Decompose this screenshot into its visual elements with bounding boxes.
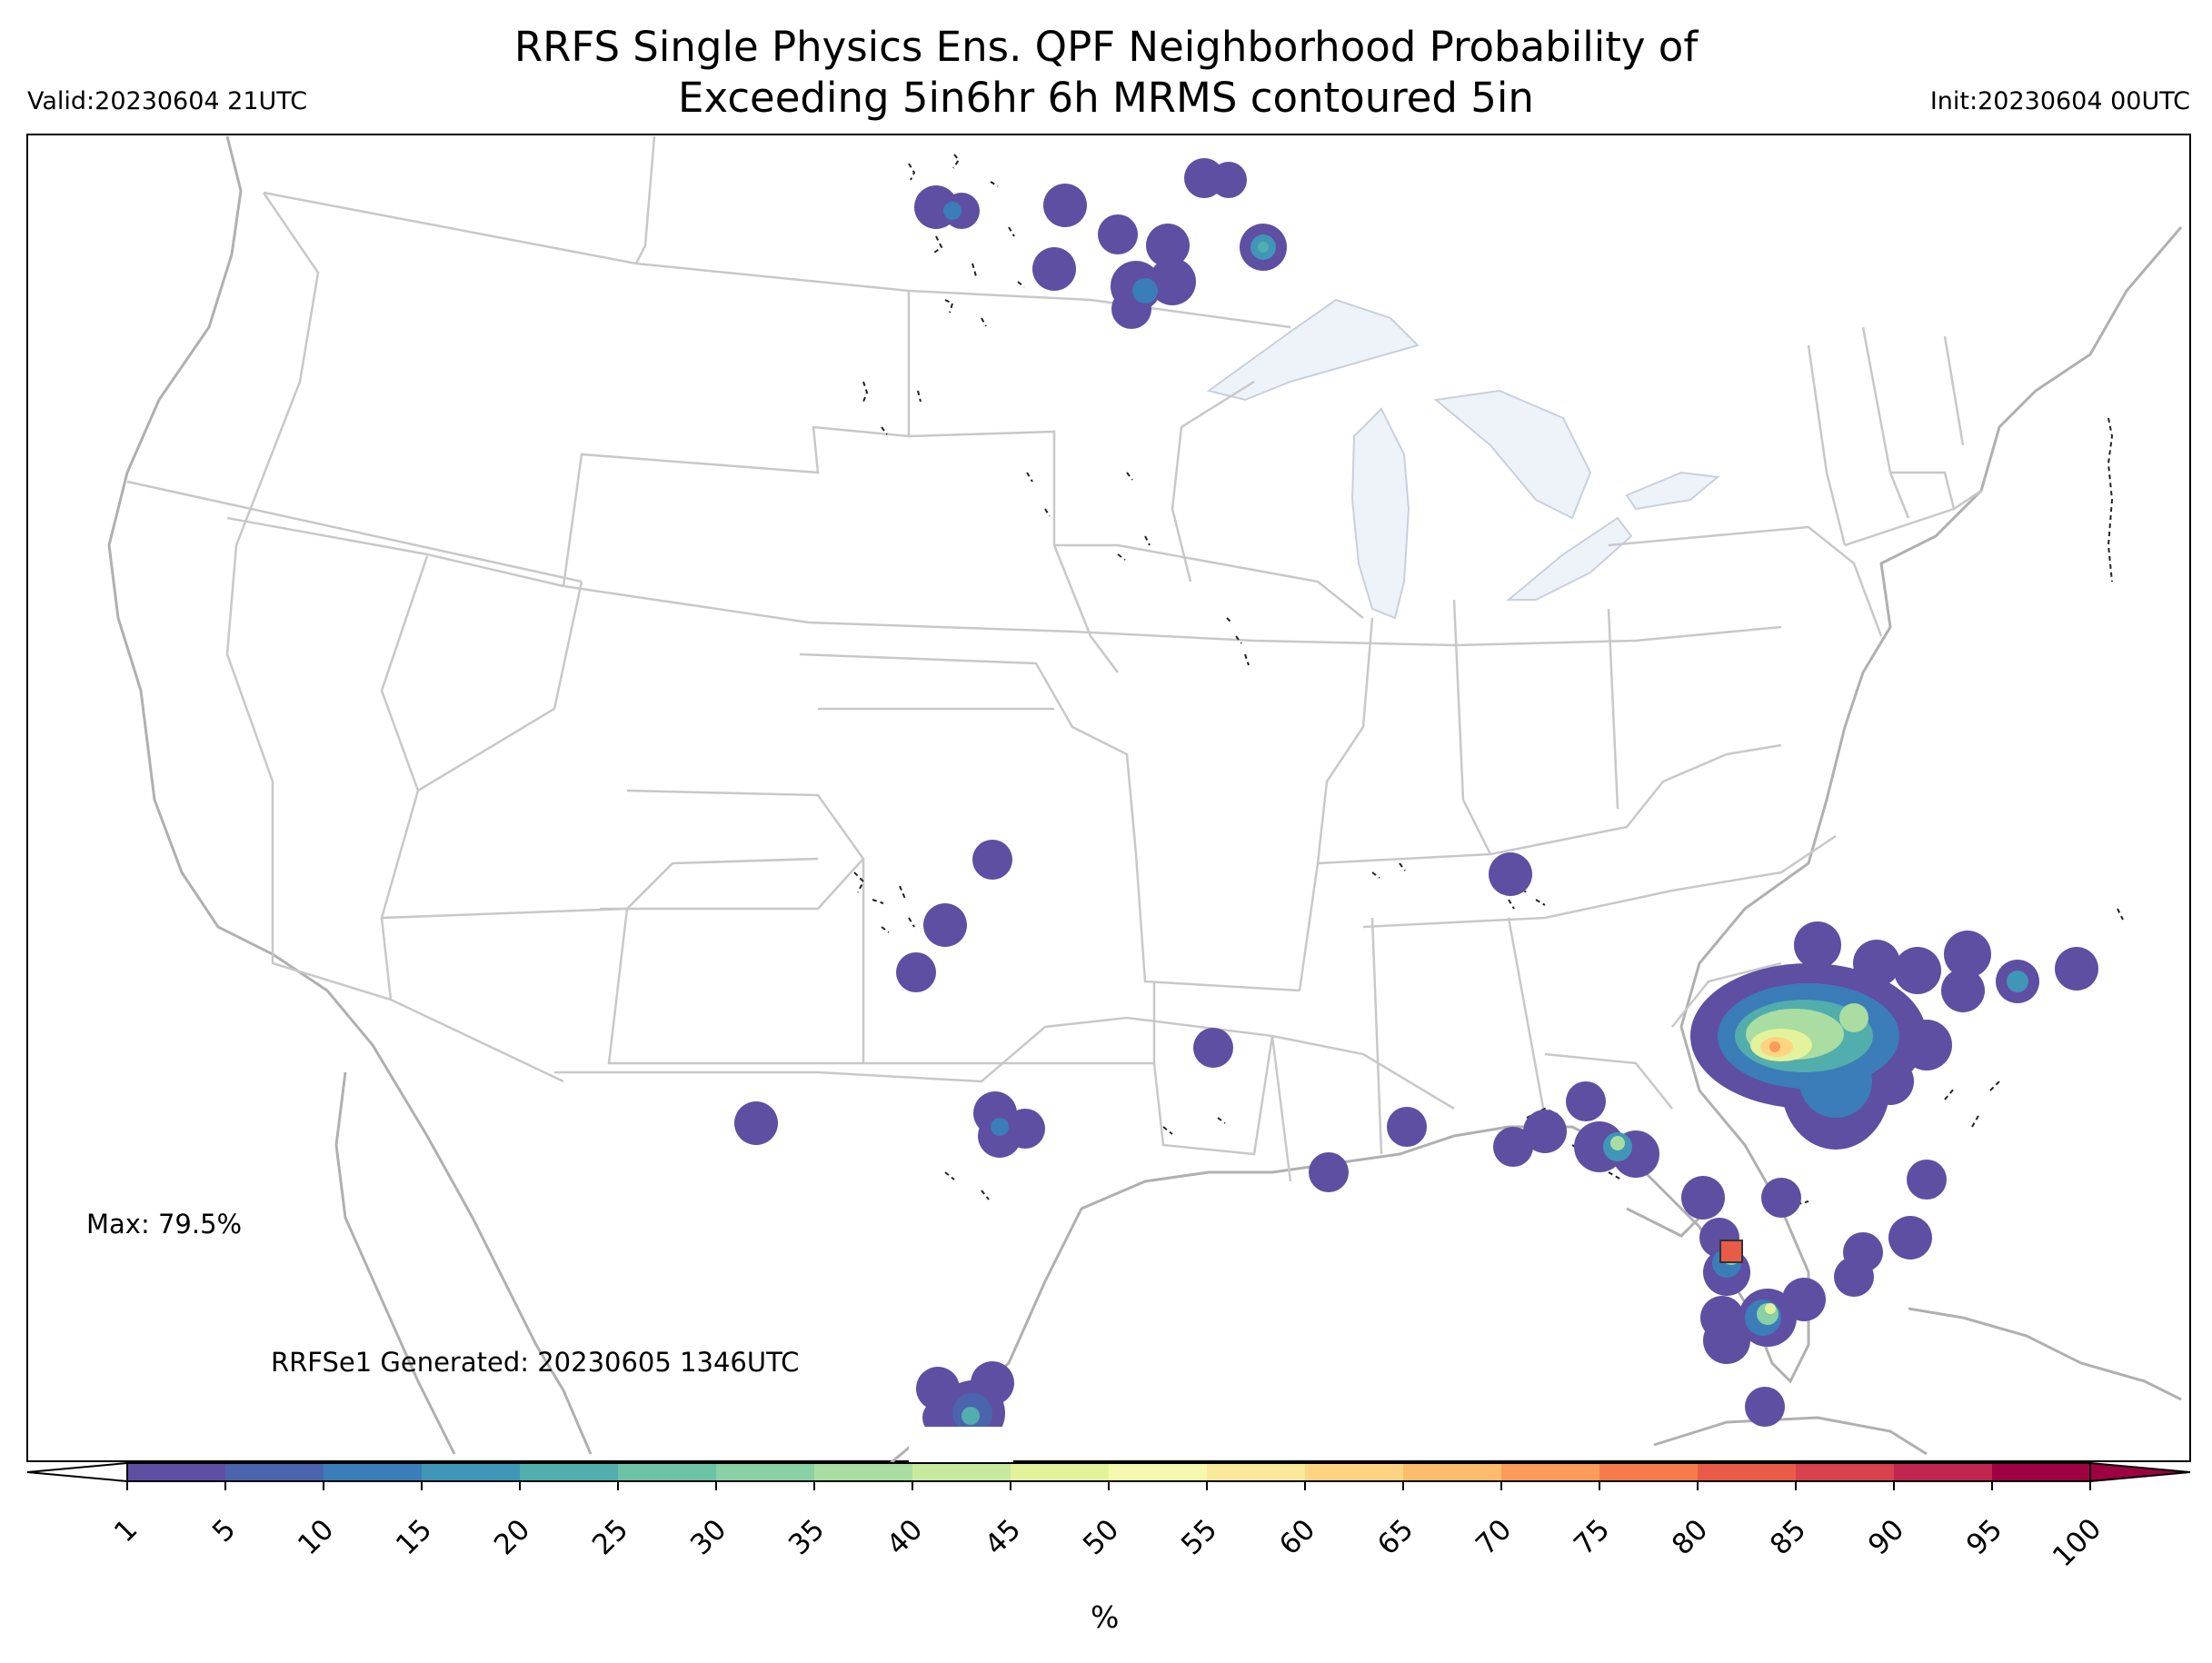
colorbar-extend-max	[2089, 1461, 2191, 1483]
colorbar-segment	[912, 1463, 1011, 1481]
colorbar-segment	[1403, 1463, 1502, 1481]
probability-fields	[734, 158, 2098, 1463]
colorbar-segment	[716, 1463, 815, 1481]
colorbar-segment	[814, 1463, 913, 1481]
mrms-contours	[853, 154, 2124, 1264]
valid-time: Valid:20230604 21UTC	[27, 87, 308, 115]
colorbar-segment	[1501, 1463, 1600, 1481]
title-line-2: Exceeding 5in6hr 6h MRMS contoured 5in	[678, 74, 1534, 122]
map-frame	[26, 134, 2191, 1462]
generated-label: RRFSe1 Generated: 20230605 1346UTC	[271, 1347, 800, 1378]
colorbar-segment	[422, 1463, 521, 1481]
colorbar-segment	[1698, 1463, 1797, 1481]
colorbar-segment	[520, 1463, 619, 1481]
colorbar-segment	[1305, 1463, 1404, 1481]
colorbar-unit: %	[1091, 1599, 1120, 1635]
max-marker	[1719, 1240, 1743, 1263]
colorbar	[26, 1461, 2191, 1490]
state-borders	[126, 135, 1982, 1182]
init-time: Init:20230604 00UTC	[1929, 87, 2190, 115]
max-label: Max: 79.5%	[86, 1209, 243, 1240]
colorbar-segment	[324, 1463, 423, 1481]
great-lakes	[1206, 298, 1720, 620]
colorbar-segment	[127, 1463, 226, 1481]
colorbar-segment	[1796, 1463, 1895, 1481]
title-line-1: RRFS Single Physics Ens. QPF Neighborhoo…	[513, 23, 1699, 71]
colorbar-segment	[1894, 1463, 1993, 1481]
colorbar-segment	[1011, 1463, 1110, 1481]
colorbar-segment	[1207, 1463, 1306, 1481]
colorbar-segment	[225, 1463, 324, 1481]
colorbar-segment	[1992, 1463, 2091, 1481]
colorbar-extend-min	[26, 1461, 128, 1483]
colorbar-segment	[1109, 1463, 1208, 1481]
colorbar-segment	[618, 1463, 717, 1481]
colorbar-segment	[1599, 1463, 1699, 1481]
